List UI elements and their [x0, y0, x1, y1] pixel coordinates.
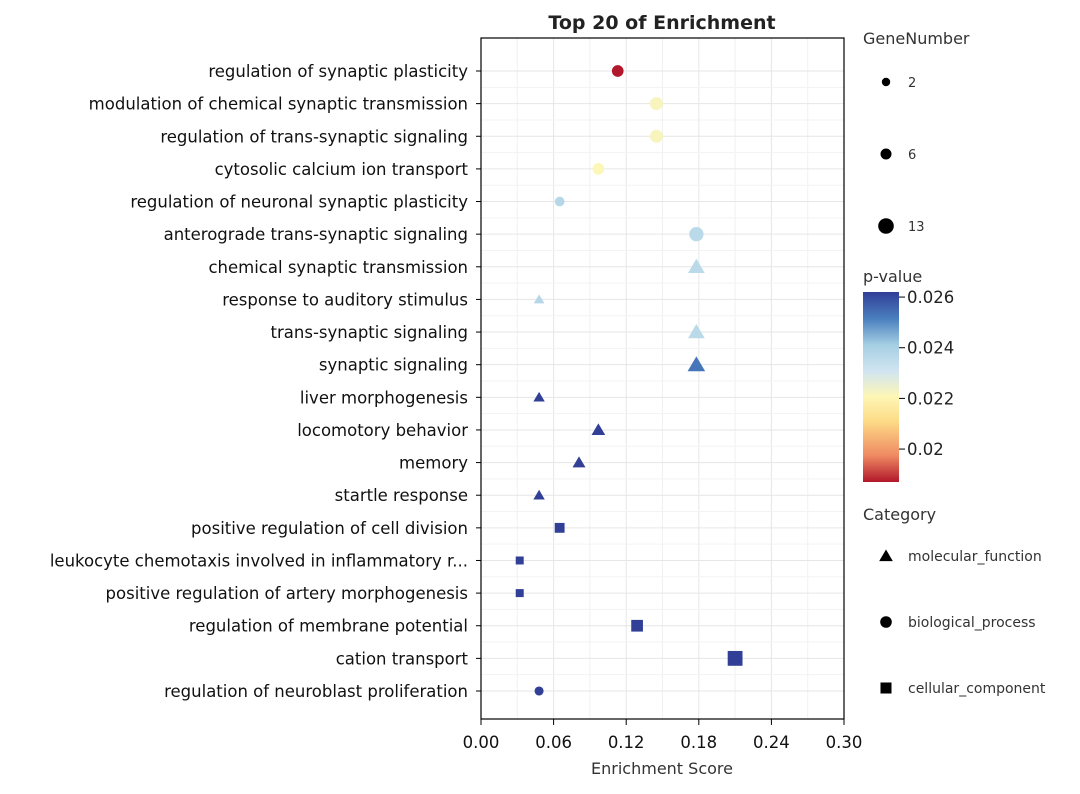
- term-label: locomotory behavior: [297, 421, 468, 440]
- gene-number-legend-marker: [878, 218, 894, 234]
- term-label: regulation of neuroblast proliferation: [164, 682, 468, 701]
- term-label: regulation of synaptic plasticity: [208, 62, 468, 81]
- p-value-legend: p-value 0.026 0.024 0.022 0.02: [863, 267, 954, 482]
- data-point: [687, 258, 705, 274]
- term-labels: regulation of synaptic plasticity modulat…: [50, 62, 481, 701]
- term-label: trans-synaptic signaling: [271, 323, 468, 342]
- data-point: [592, 163, 605, 175]
- term-label: startle response: [335, 486, 468, 505]
- category-legend-label: molecular_function: [908, 549, 1042, 565]
- x-tick-label: 0.18: [680, 733, 717, 752]
- data-point: [591, 423, 606, 436]
- p-value-legend-label: 0.022: [907, 389, 954, 408]
- term-label: regulation of membrane potential: [189, 617, 468, 636]
- data-point: [515, 589, 524, 598]
- x-axis: 0.00 0.06 0.12 0.18 0.24 0.30: [463, 719, 863, 752]
- term-label: memory: [399, 454, 468, 473]
- data-point: [687, 324, 705, 339]
- category-legend-label: biological_process: [908, 615, 1036, 631]
- data-point: [533, 294, 545, 304]
- data-point: [572, 456, 586, 468]
- data-point: [533, 489, 545, 500]
- chart-title: Top 20 of Enrichment: [548, 12, 775, 34]
- term-label: regulation of trans-synaptic signaling: [160, 127, 468, 146]
- data-point: [689, 227, 704, 242]
- x-tick-label: 0.06: [535, 733, 572, 752]
- term-label: modulation of chemical synaptic transmis…: [89, 95, 468, 114]
- data-point: [649, 97, 663, 111]
- x-tick-label: 0.24: [753, 733, 790, 752]
- term-label: positive regulation of artery morphogene…: [106, 584, 468, 603]
- data-point: [554, 196, 565, 207]
- term-label: regulation of neuronal synaptic plastici…: [130, 193, 468, 212]
- category-legend-marker: [880, 682, 892, 694]
- x-tick-label: 0.12: [608, 733, 645, 752]
- gene-number-legend-label: 6: [908, 148, 916, 163]
- plot-frame: [480, 37, 845, 720]
- p-value-legend-label: 0.024: [907, 339, 954, 358]
- category-legend-label: cellular_component: [908, 681, 1046, 697]
- category-legend: Category molecular_function biological_pr…: [863, 505, 1046, 697]
- p-value-legend-title: p-value: [863, 267, 922, 286]
- category-legend-marker: [879, 549, 893, 562]
- gene-number-legend-label: 2: [908, 76, 916, 91]
- data-point: [649, 129, 663, 143]
- gene-number-legend-title: GeneNumber: [863, 29, 970, 48]
- data-point: [687, 356, 706, 372]
- p-value-colorbar: [863, 292, 899, 482]
- gene-number-legend: GeneNumber 2 6 13: [863, 29, 970, 235]
- gene-number-legend-marker: [881, 77, 891, 87]
- grid-lines: [480, 38, 845, 719]
- data-point: [727, 650, 743, 666]
- x-tick-label: 0.30: [826, 733, 863, 752]
- data-point: [631, 619, 643, 632]
- data-points: [515, 65, 743, 696]
- term-label: chemical synaptic transmission: [208, 258, 468, 277]
- term-label: liver morphogenesis: [300, 388, 468, 407]
- data-point: [515, 556, 524, 565]
- term-label: response to auditory stimulus: [222, 290, 468, 309]
- term-label: anterograde trans-synaptic signaling: [164, 225, 468, 244]
- p-value-legend-label: 0.026: [907, 288, 954, 307]
- p-value-legend-label: 0.02: [907, 440, 944, 459]
- data-point: [611, 65, 624, 77]
- data-point: [554, 522, 565, 533]
- category-legend-title: Category: [863, 505, 936, 524]
- data-point: [533, 391, 545, 402]
- category-legend-marker: [880, 616, 892, 628]
- gene-number-legend-label: 13: [908, 220, 925, 235]
- term-label: cytosolic calcium ion transport: [215, 160, 469, 179]
- term-label: leukocyte chemotaxis involved in inflamm…: [50, 551, 468, 570]
- term-label: synaptic signaling: [319, 356, 468, 375]
- term-label: positive regulation of cell division: [191, 519, 468, 538]
- data-point: [534, 686, 544, 696]
- x-axis-label: Enrichment Score: [591, 759, 733, 778]
- term-label: cation transport: [336, 649, 469, 668]
- x-tick-label: 0.00: [463, 733, 500, 752]
- gene-number-legend-marker: [880, 148, 892, 160]
